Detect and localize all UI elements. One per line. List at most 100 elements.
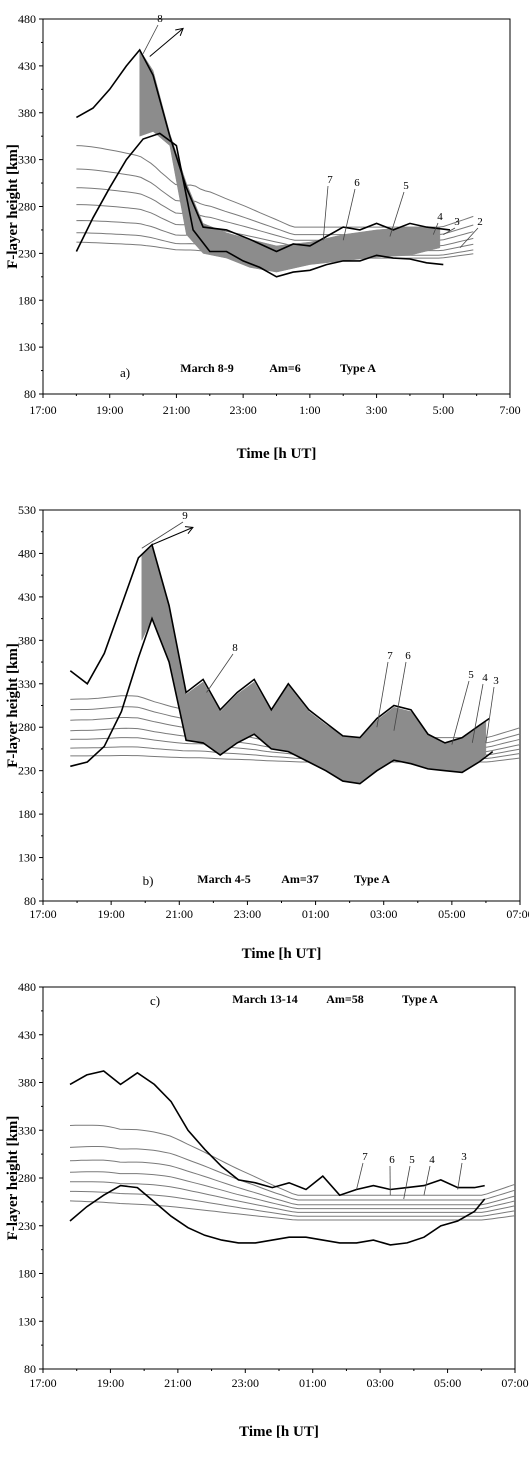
panel-a-contour-label: 4: [437, 211, 443, 223]
panel-b-x-axis-label: Time [h UT]: [242, 946, 322, 962]
panel-b-y-tick-label: 380: [18, 633, 36, 647]
panel-c-contour-label: 4: [429, 1154, 435, 1166]
panel-c-annotation-type: Type A: [402, 992, 438, 1006]
panel-b-x-tick-label: 03:00: [370, 907, 397, 921]
panel-c-annotation-am: Am=58: [326, 992, 364, 1006]
panel-c-x-tick-label: 23:00: [232, 1376, 259, 1390]
panel-c-contour-label: 7: [362, 1151, 368, 1163]
panel-c-y-tick-label: 130: [18, 1314, 36, 1328]
panel-a-y-tick-label: 480: [18, 12, 36, 26]
panel-c-y-tick-label: 430: [18, 1028, 36, 1042]
panel-c-contour-label: 3: [461, 1151, 467, 1163]
panel-c-contour-line: [69, 1159, 516, 1206]
panel-a-y-tick-label: 230: [18, 246, 36, 260]
panel-a-y-tick-label: 80: [24, 387, 36, 401]
panel-b-contour-label: 9: [182, 510, 188, 522]
panel-c-contour-leader: [423, 1165, 431, 1196]
panel-a-contour-label: 2: [477, 216, 483, 228]
panel-a-x-tick-label: 21:00: [163, 403, 190, 417]
panel-c-contour-leader: [356, 1162, 364, 1190]
panel-c-y-axis-label: F-layer height [km]: [5, 1116, 21, 1241]
panel-c-chart: 80 130 180 230 280 330 380 430 480 17:00 19:00 21:0…: [5, 980, 529, 1440]
panel-a-x-tick-label: 3:00: [366, 403, 387, 417]
panel-a-contour-leader: [342, 188, 356, 241]
panel-a-y-tick-label: 330: [18, 153, 36, 167]
panel-b-contour-label: 4: [482, 672, 488, 684]
panel-b-y-axis-label: F-layer height [km]: [5, 643, 21, 768]
panel-b-lower-boundary-line: [70, 616, 494, 785]
panel-c-x-axis-label: Time [h UT]: [239, 1424, 319, 1440]
panel-b-annotation-type: Type A: [354, 872, 390, 886]
panel-c-y-tick-label: 230: [18, 1219, 36, 1233]
panel-c-contour-line: [70, 1190, 516, 1217]
panel-b-annotation-am: Am=37: [281, 872, 319, 886]
panel-b-y-tick-label: 130: [18, 851, 36, 865]
panel-c-x-tick-label: 17:00: [29, 1376, 56, 1390]
panel-b-x-tick-label: 07:00: [506, 907, 529, 921]
panel-b-upper-boundary-line: [69, 543, 490, 744]
panel-a-x-axis-label: Time [h UT]: [237, 446, 317, 462]
panel-b-y-tick-label: 280: [18, 720, 36, 734]
panel-a-contour-label: 5: [403, 180, 409, 192]
panel-b-y-tick-label: 430: [18, 590, 36, 604]
panel-a-y-tick-label: 280: [18, 200, 36, 214]
panel-b-arrow: [151, 526, 194, 546]
panel-a-shaded-band: [139, 49, 441, 273]
panel-a-arrow-head: [175, 27, 184, 37]
panel-b-y-tick-label: 180: [18, 807, 36, 821]
panel-a-x-tick-label: 17:00: [29, 403, 56, 417]
panel-c-contour-leader: [457, 1162, 463, 1190]
panel-c-x-tick-label: 21:00: [164, 1376, 191, 1390]
panel-c-contour-leader: [403, 1165, 411, 1200]
panel-b-contour-leader: [393, 661, 407, 731]
panel-a-y-tick-label: 380: [18, 106, 36, 120]
panel-a-x-tick-label: 19:00: [96, 403, 123, 417]
panel-a-lower-boundary-line: [75, 132, 444, 278]
panel-a-contour-leader: [432, 222, 439, 235]
panel-b-contour-leader: [376, 661, 389, 728]
panel-c-y-tick-label: 480: [18, 980, 36, 994]
panel-b-contour-label: 3: [493, 675, 499, 687]
panel-b-chart: 80 130 180 230 280 330 380 430 480 530 17:00 19:00 2…: [5, 503, 529, 962]
panel-b-y-tick-label: 480: [18, 546, 36, 560]
panel-c-y-tick-label: 280: [18, 1171, 36, 1185]
panel-c-contour-label: 5: [409, 1154, 415, 1166]
panel-b-contour-label: 8: [232, 642, 238, 654]
panel-c-x-tick-label: 05:00: [434, 1376, 461, 1390]
panel-b-y-tick-label: 530: [18, 503, 36, 517]
panel-c-contour-line: [70, 1181, 516, 1213]
panel-b-x-tick-label: 19:00: [97, 907, 124, 921]
panel-c-upper-boundary-line: [69, 1070, 485, 1197]
panel-c-y-tick-label: 330: [18, 1123, 36, 1137]
panel-b-x-tick-label: 01:00: [302, 907, 329, 921]
panel-b-y-tick-label: 80: [24, 894, 36, 908]
panel-a-annotation-type: Type A: [340, 361, 376, 375]
panel-b-contour-label: 7: [387, 650, 393, 662]
panel-a-contour-leader: [443, 227, 456, 235]
panel-b-contour-leader: [141, 521, 184, 549]
panel-a-arrow: [149, 27, 184, 57]
panel-a-contour-leader: [389, 191, 405, 237]
panel-a-contour-label: 6: [354, 177, 360, 189]
panel-a-annotation-date: March 8-9: [180, 361, 233, 375]
panel-a-y-tick-label: 130: [18, 340, 36, 354]
panel-c-x-tick-label: 03:00: [366, 1376, 393, 1390]
panel-a-x-tick-label: 1:00: [299, 403, 320, 417]
panel-b-x-tick-label: 21:00: [166, 907, 193, 921]
panel-a-contour-leader: [322, 185, 329, 241]
panel-b-x-tick-label: 23:00: [234, 907, 261, 921]
panel-a-contour-label: 3: [454, 216, 460, 228]
panel-b-contour-leader: [471, 683, 484, 743]
panel-c-plot-frame: [42, 986, 516, 1370]
panel-b-contour-label: 6: [405, 650, 411, 662]
panel-c-panel-label: c): [150, 993, 160, 1008]
panel-a-contour-leader: [459, 227, 479, 249]
panel-b-contour-label: 5: [468, 669, 474, 681]
panel-a-contour-label: 7: [327, 174, 333, 186]
panel-b-x-tick-label: 17:00: [29, 907, 56, 921]
panel-c-y-tick-label: 80: [24, 1362, 36, 1376]
panel-b-y-tick-label: 230: [18, 764, 36, 778]
panel-b-contour-leader: [451, 680, 470, 745]
panel-b-annotation-date: March 4-5: [197, 872, 250, 886]
